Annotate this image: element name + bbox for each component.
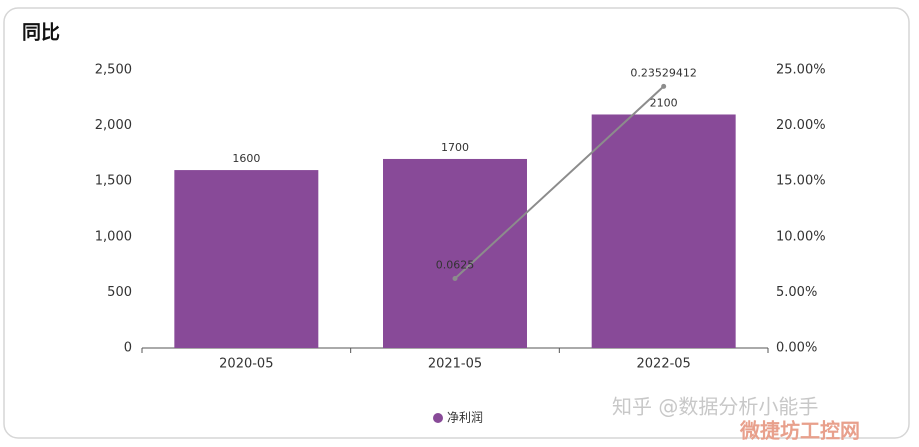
data-label: 0.0625 — [436, 259, 475, 272]
y2-tick-label: 5.00% — [776, 285, 817, 300]
watermark: 微捷坊工控网 — [739, 419, 860, 443]
bar — [174, 170, 319, 348]
x-tick-label: 2022-05 — [637, 357, 691, 372]
y-tick-label: 2,000 — [95, 118, 132, 133]
data-label: 2100 — [650, 96, 678, 109]
y2-tick-label: 15.00% — [776, 174, 826, 189]
data-label: 0.23529412 — [630, 66, 696, 79]
bar — [383, 158, 527, 348]
y-tick-label: 1,500 — [95, 174, 132, 189]
y-tick-label: 2,500 — [95, 63, 132, 78]
bar — [591, 114, 736, 348]
watermark: 知乎 @数据分析小能手 — [612, 395, 818, 419]
x-tick-label: 2020-05 — [219, 357, 273, 372]
y-tick-label: 1,000 — [95, 229, 132, 244]
x-tick-label: 2021-05 — [428, 357, 482, 372]
y2-tick-label: 25.00% — [776, 63, 826, 78]
legend-label: 净利润 — [447, 411, 483, 425]
line-point — [452, 276, 458, 281]
data-label: 1700 — [441, 141, 469, 154]
y2-tick-label: 20.00% — [776, 118, 826, 133]
line — [454, 85, 665, 280]
y2-tick-label: 0.00% — [776, 341, 817, 356]
y-tick-label: 0 — [124, 341, 132, 356]
y2-tick-label: 10.00% — [776, 229, 826, 244]
chart-title: 同比 — [22, 22, 60, 44]
legend-marker — [433, 413, 443, 423]
y-tick-label: 500 — [107, 285, 132, 300]
data-label: 1600 — [232, 152, 260, 165]
line-point — [661, 83, 667, 89]
